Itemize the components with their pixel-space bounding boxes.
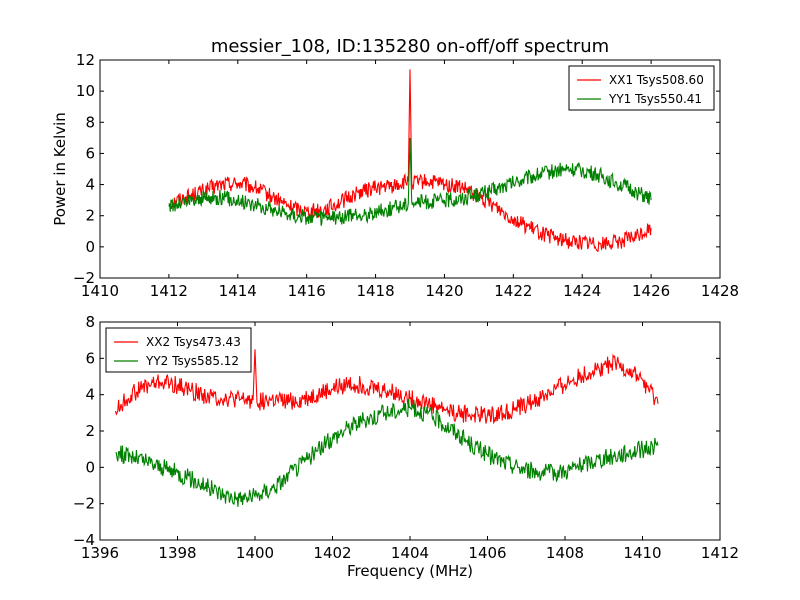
- series-line-2-2: [115, 398, 659, 507]
- legend-label: YY1 Tsys550.41: [608, 92, 702, 106]
- x-tick-label: 1424: [563, 282, 601, 300]
- x-axis-label: Frequency (MHz): [347, 562, 473, 580]
- y-tick-label: 4: [85, 386, 95, 404]
- legend-box-1: [568, 65, 715, 111]
- plot-panel-1: 1410 1412 1414 1416 1418 1420 1422 1424 1426 1428…: [73, 51, 739, 300]
- x-tick-label: 1410: [81, 282, 119, 300]
- x-tick-label: 1428: [701, 282, 739, 300]
- y-axis-label: Power in Kelvin: [51, 112, 69, 226]
- x-tick-label: 1422: [494, 282, 532, 300]
- y-tick-label: 4: [85, 176, 95, 194]
- y-tick-label: 6: [85, 144, 95, 162]
- x-tick-label: 1408: [546, 544, 584, 562]
- legend-label: XX1 Tsys508.60: [609, 73, 704, 87]
- y-tick-label: −2: [73, 495, 95, 513]
- y-tick-label: 12: [76, 51, 95, 69]
- y-tick-label: −2: [73, 269, 95, 287]
- x-tick-label: 1398: [158, 544, 196, 562]
- legend-label: YY2 Tsys585.12: [145, 354, 239, 368]
- x-tick-label: 1396: [81, 544, 119, 562]
- x-tick-label: 1420: [425, 282, 463, 300]
- x-tick-label: 1414: [219, 282, 257, 300]
- x-tick-label: 1404: [391, 544, 429, 562]
- y-tick-label: 2: [85, 207, 95, 225]
- y-tick-label: 0: [85, 238, 95, 256]
- chart-title: messier_108, ID:135280 on-off/off spectr…: [211, 36, 609, 57]
- y-tick-label: 10: [76, 82, 95, 100]
- y-tick-label: 6: [85, 349, 95, 367]
- x-tick-label: 1412: [701, 544, 739, 562]
- x-tick-label: 1400: [236, 544, 274, 562]
- series-line-1-1: [168, 69, 652, 252]
- y-tick-label: 8: [85, 313, 95, 331]
- y-tick-label: 2: [85, 422, 95, 440]
- x-tick-label: 1402: [313, 544, 351, 562]
- y-tick-label: 8: [85, 113, 95, 131]
- legend-label: XX2 Tsys473.43: [146, 335, 241, 349]
- x-tick-label: 1418: [356, 282, 394, 300]
- series-line-2-1: [114, 349, 659, 425]
- x-tick-label: 1412: [150, 282, 188, 300]
- y-tick-label: 0: [85, 458, 95, 476]
- plot-panel-2: 1396 1398 1400 1402 1404 1406 1408 1410 1412 −4 −2…: [73, 313, 739, 562]
- x-tick-label: 1410: [623, 544, 661, 562]
- legend-box-2: [105, 327, 252, 373]
- x-tick-label: 1406: [468, 544, 506, 562]
- series-line-1-2: [168, 137, 652, 226]
- x-tick-label: 1416: [288, 282, 326, 300]
- plot-frame-1: [99, 59, 721, 279]
- x-tick-label: 1426: [632, 282, 670, 300]
- y-tick-label: −4: [73, 531, 95, 549]
